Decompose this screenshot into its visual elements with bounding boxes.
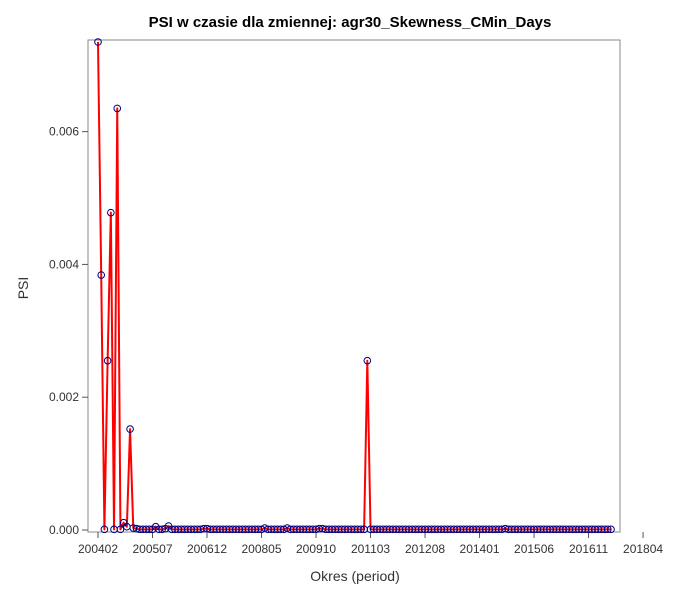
data-point — [103, 356, 112, 365]
x-tick-label: 201804 — [623, 542, 663, 556]
x-axis: 200402 200507 200612 200805 200910 201103 2012… — [78, 532, 663, 556]
data-point — [603, 525, 612, 534]
data-point — [363, 356, 372, 365]
data-point — [97, 271, 106, 279]
y-axis-title: PSI — [15, 277, 31, 300]
data-point — [100, 525, 109, 534]
data-point — [607, 525, 615, 534]
x-tick-label: 200507 — [132, 542, 172, 556]
x-axis-title: Okres (period) — [310, 568, 399, 584]
x-tick-label: 201208 — [405, 542, 445, 556]
data-point — [94, 38, 102, 46]
y-axis: 0.000 0.002 0.004 0.006 — [49, 125, 88, 537]
data-point — [357, 525, 365, 534]
y-tick-label: 0.000 — [49, 523, 79, 537]
x-tick-label: 200402 — [78, 542, 118, 556]
y-tick-label: 0.004 — [49, 257, 79, 271]
x-tick-label: 201401 — [460, 542, 500, 556]
chart-title: PSI w czasie dla zmiennej: agr30_Skewnes… — [149, 14, 552, 31]
x-tick-label: 201506 — [514, 542, 554, 556]
data-point — [116, 525, 125, 534]
data-point — [107, 208, 115, 217]
x-tick-label: 200910 — [296, 542, 336, 556]
data-point — [158, 525, 166, 534]
y-tick-label: 0.002 — [49, 390, 79, 404]
x-tick-label: 201103 — [351, 542, 390, 556]
y-tick-label: 0.006 — [49, 125, 79, 139]
data-point — [145, 525, 154, 534]
x-tick-label: 200612 — [187, 542, 227, 556]
x-tick-label: 201611 — [569, 542, 608, 556]
x-tick-label: 200805 — [241, 542, 281, 556]
psi-markers — [94, 38, 615, 534]
data-point — [113, 104, 122, 113]
data-point — [126, 425, 134, 433]
